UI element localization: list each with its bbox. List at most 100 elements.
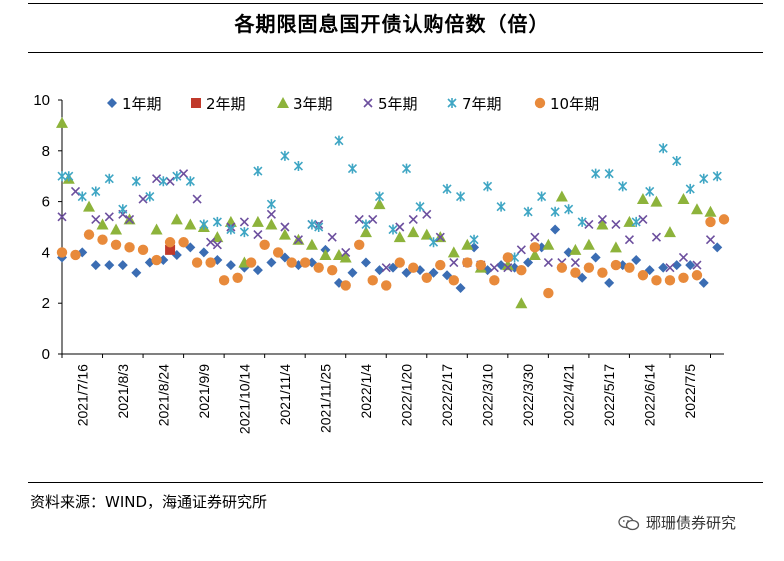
data-point-circle-5: [394, 257, 405, 268]
legend-marker-5: [534, 97, 546, 109]
page-title: 各期限固息国开债认购倍数（倍）: [234, 12, 550, 36]
data-point-x-3: [70, 186, 81, 197]
data-point-circle-5: [340, 280, 351, 291]
data-point-x-3: [624, 235, 634, 245]
footer-rule: [28, 482, 763, 483]
data-point-star-4: [57, 171, 67, 182]
data-point-diamond-0: [658, 262, 669, 273]
data-point-star-4: [658, 143, 668, 154]
x-tick-label: 2021/11/4: [277, 364, 293, 425]
data-point-square-1: [165, 244, 176, 255]
data-point-x-3: [293, 235, 303, 245]
data-point-circle-5: [97, 234, 108, 245]
data-point-triangle-2: [56, 116, 68, 128]
legend-marker-4: [447, 98, 457, 108]
data-point-circle-5: [354, 239, 365, 250]
data-point-diamond-0: [198, 247, 209, 258]
title-bottom-rule: [28, 52, 763, 53]
data-point-star-4: [334, 135, 344, 146]
data-point-x-3: [449, 257, 459, 268]
data-point-circle-5: [624, 262, 635, 273]
data-point-x-3: [266, 209, 276, 219]
y-tick-label: 0: [42, 346, 50, 363]
data-point-diamond-0: [104, 260, 115, 271]
source-note: 资料来源：WIND，海通证券研究所: [30, 493, 268, 511]
data-point-circle-5: [299, 257, 311, 268]
data-point-triangle-2: [393, 231, 406, 243]
data-point-diamond-0: [360, 257, 371, 268]
x-tick-label: 2021/10/14: [236, 364, 252, 434]
data-point-star-4: [469, 234, 479, 245]
legend-label-2: 3年期: [293, 95, 333, 113]
data-point-diamond-0: [550, 224, 561, 235]
data-point-circle-5: [381, 280, 392, 291]
data-point-circle-5: [164, 237, 176, 248]
data-point-x-3: [368, 214, 378, 224]
y-tick-label: 6: [42, 194, 50, 211]
data-point-star-4: [212, 216, 222, 227]
data-point-triangle-2: [83, 200, 96, 212]
data-point-x-3: [152, 174, 162, 184]
data-point-triangle-2: [447, 246, 460, 258]
data-point-circle-5: [137, 244, 149, 256]
data-point-triangle-2: [528, 248, 541, 260]
y-tick-label: 2: [42, 295, 50, 312]
data-point-circle-5: [489, 275, 500, 286]
x-tick-label: 2022/4/21: [561, 364, 577, 426]
data-point-x-3: [381, 263, 391, 273]
legend-marker-1: [191, 98, 201, 108]
data-point-circle-5: [435, 259, 446, 271]
data-point-x-3: [327, 232, 337, 242]
data-point-circle-5: [651, 275, 662, 286]
data-point-diamond-0: [523, 257, 534, 268]
watermark: 琊珊债券研究: [618, 512, 736, 533]
x-tick-label: 2022/1/20: [399, 364, 415, 426]
data-point-triangle-2: [636, 193, 649, 205]
data-point-x-3: [597, 214, 607, 224]
data-point-triangle-2: [332, 248, 345, 260]
x-tick-label: 2021/9/9: [196, 364, 212, 419]
data-point-star-4: [266, 199, 276, 210]
data-point-star-4: [239, 227, 249, 238]
data-point-circle-5: [462, 257, 473, 268]
data-point-star-4: [618, 181, 628, 192]
data-point-star-4: [361, 219, 371, 230]
data-point-x-3: [489, 263, 499, 273]
data-point-diamond-0: [698, 277, 709, 288]
data-point-circle-5: [529, 242, 541, 253]
data-point-circle-5: [408, 262, 419, 273]
data-point-star-4: [314, 222, 324, 232]
data-point-circle-5: [191, 257, 203, 268]
data-point-star-4: [145, 191, 155, 202]
data-point-circle-5: [691, 270, 703, 281]
data-point-star-4: [158, 176, 168, 187]
data-point-triangle-2: [596, 218, 609, 230]
data-point-triangle-2: [623, 215, 636, 227]
data-point-circle-5: [678, 272, 689, 283]
data-point-circle-5: [610, 259, 622, 271]
data-point-x-3: [678, 252, 689, 263]
data-point-triangle-2: [407, 226, 420, 238]
data-point-triangle-2: [677, 193, 690, 205]
watermark-text: 琊珊债券研究: [646, 514, 737, 532]
data-point-triangle-2: [690, 203, 703, 215]
data-point-diamond-0: [90, 260, 101, 271]
data-point-circle-5: [218, 275, 230, 286]
data-point-circle-5: [178, 237, 189, 248]
data-point-x-3: [530, 232, 540, 242]
data-point-triangle-2: [305, 238, 318, 250]
data-point-star-4: [131, 176, 141, 187]
x-tick-label: 2021/11/25: [317, 364, 333, 433]
y-tick-label: 8: [42, 143, 50, 160]
data-point-x-3: [570, 257, 580, 268]
data-point-triangle-2: [278, 228, 291, 240]
data-point-triangle-2: [704, 205, 717, 217]
data-point-triangle-2: [110, 223, 123, 235]
data-point-triangle-2: [461, 238, 474, 250]
data-point-diamond-0: [117, 260, 128, 271]
x-tick-label: 2021/8/24: [155, 364, 171, 426]
data-point-circle-5: [151, 254, 162, 266]
data-point-triangle-2: [663, 226, 676, 238]
title-top-rule: [28, 3, 763, 4]
data-point-circle-5: [286, 257, 297, 268]
